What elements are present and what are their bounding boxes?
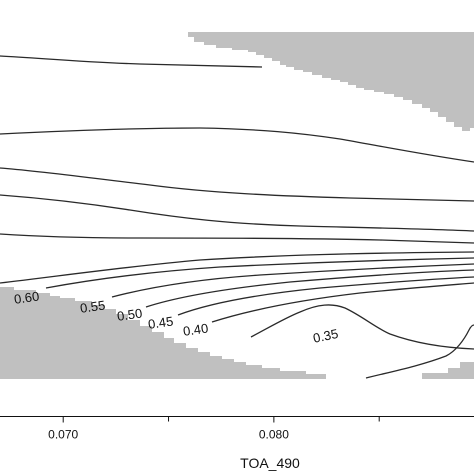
masked-region-bottom-left bbox=[0, 287, 326, 379]
contour-lines bbox=[0, 55, 474, 379]
contour-label-0.60: 0.60 bbox=[13, 289, 40, 307]
contour-line-0.60 bbox=[45, 257, 474, 289]
contour-label-0.35: 0.35 bbox=[312, 326, 340, 346]
masked-regions bbox=[0, 32, 474, 379]
x-axis-ticks: 0.070 0.080 bbox=[48, 416, 380, 442]
contour-line-6 bbox=[0, 251, 474, 284]
contour-labels: 0.60 0.55 0.50 0.45 0.40 0.35 bbox=[13, 289, 339, 346]
contour-label-0.55: 0.55 bbox=[79, 298, 106, 316]
x-axis: 0.070 0.080 TOA_490 bbox=[0, 416, 474, 471]
masked-region-bottom-right bbox=[422, 362, 474, 379]
contour-line-0.55 bbox=[111, 263, 474, 298]
contour-line-2 bbox=[0, 127, 474, 163]
x-axis-title: TOA_490 bbox=[240, 455, 300, 471]
contour-line-bottom bbox=[365, 324, 474, 379]
contour-line-0.35 bbox=[250, 304, 474, 350]
contour-label-0.45: 0.45 bbox=[147, 314, 174, 332]
contour-line-0.50 bbox=[145, 269, 474, 308]
contour-line-3 bbox=[0, 167, 474, 202]
contour-line-0.40 bbox=[211, 282, 474, 323]
contour-label-0.50: 0.50 bbox=[116, 306, 143, 324]
contour-line-4 bbox=[0, 194, 474, 232]
x-tick-label-0: 0.070 bbox=[48, 428, 78, 442]
contour-line-0.45 bbox=[177, 276, 474, 316]
contour-line-1 bbox=[0, 55, 263, 68]
contour-line-5 bbox=[0, 233, 474, 244]
x-tick-label-1: 0.080 bbox=[259, 428, 289, 442]
masked-region-top-right bbox=[188, 32, 474, 131]
contour-label-0.40: 0.40 bbox=[182, 321, 209, 339]
